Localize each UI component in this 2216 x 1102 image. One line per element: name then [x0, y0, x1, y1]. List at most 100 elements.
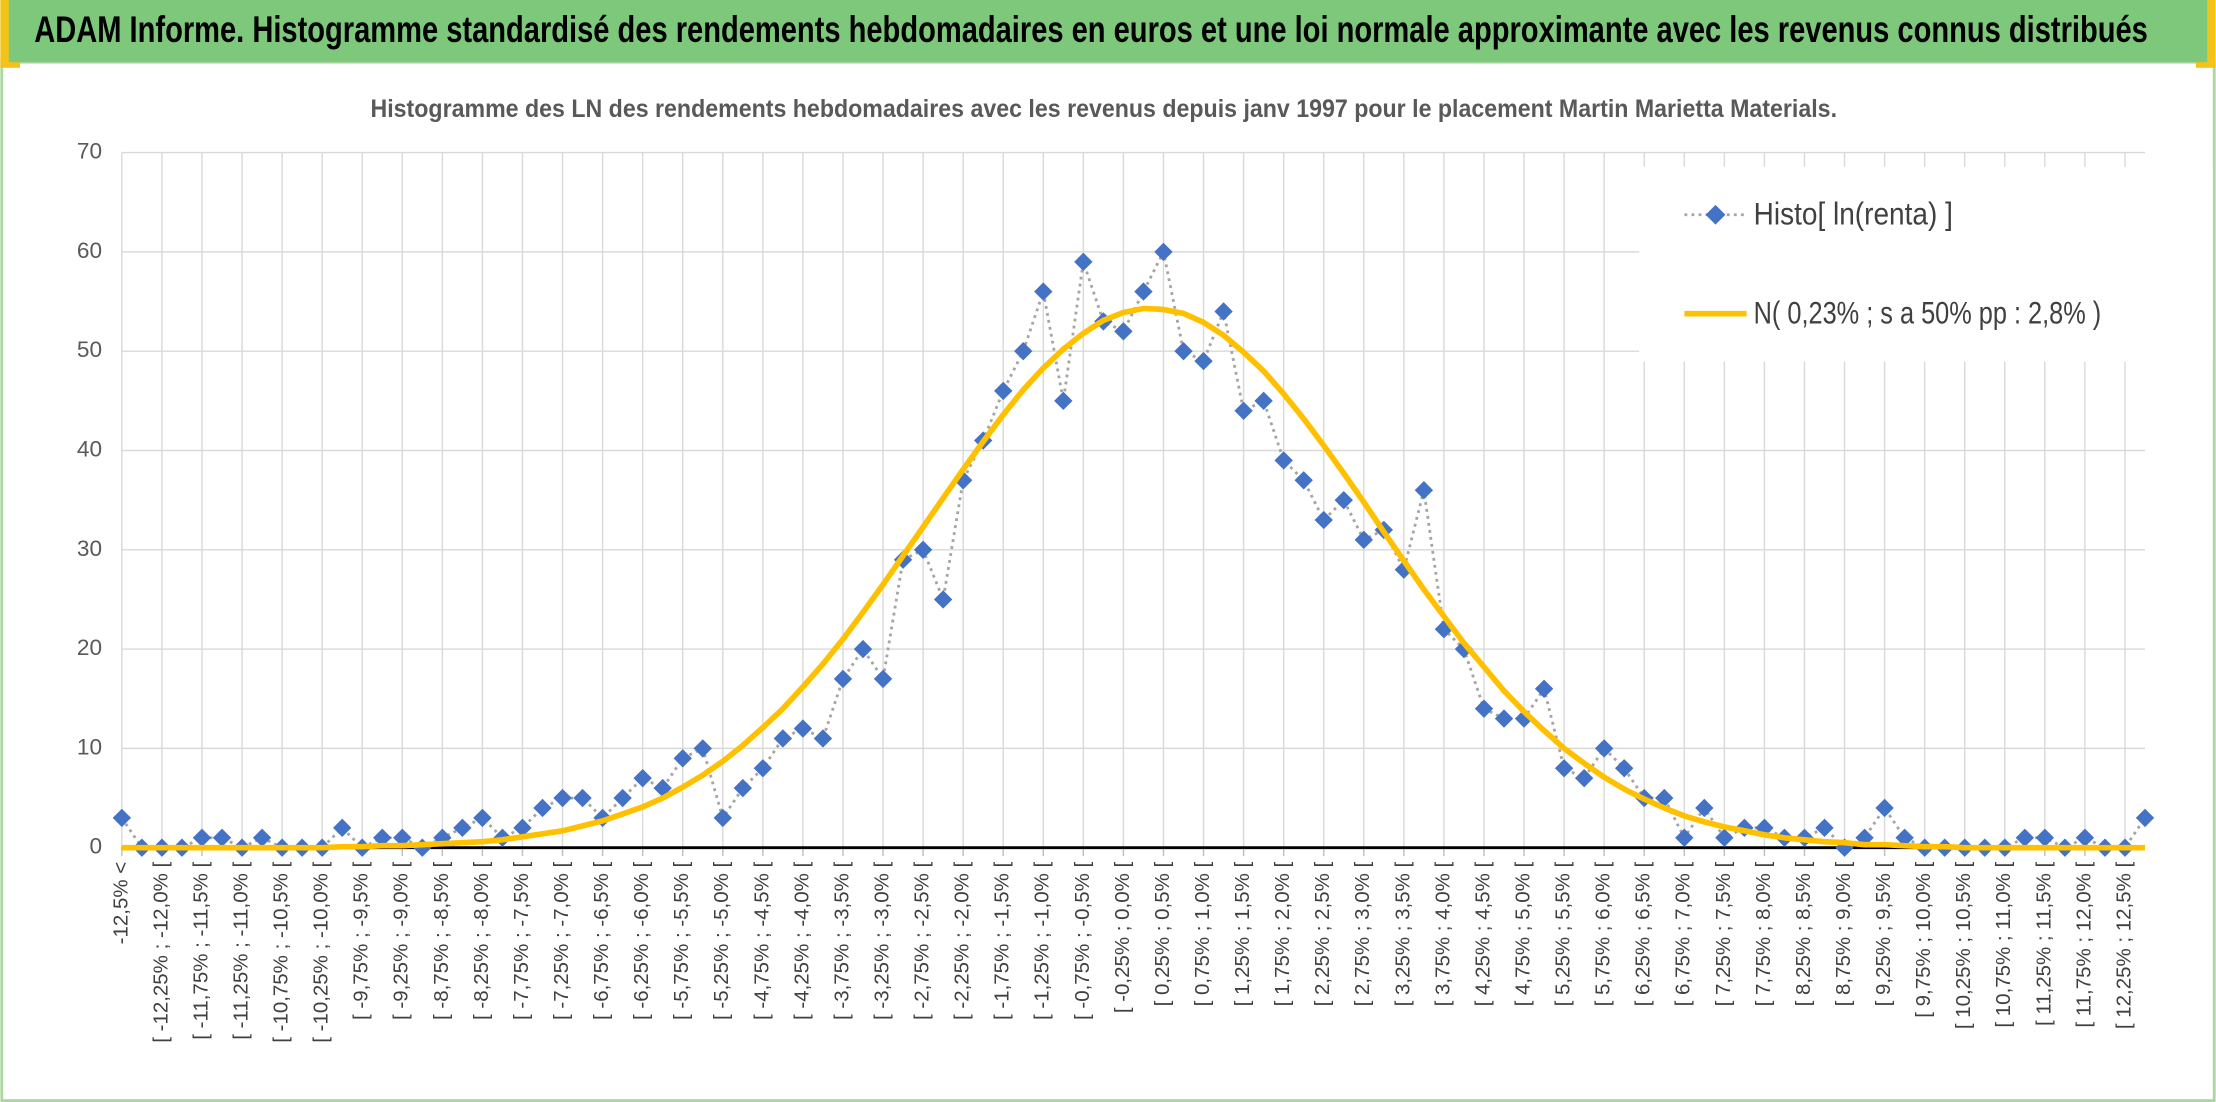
histogram-marker — [933, 590, 953, 609]
x-tick-label: [ -3,25% ; -3,0% [ — [870, 862, 893, 1020]
histogram-marker — [813, 729, 833, 748]
histogram-marker — [1574, 768, 1594, 788]
x-tick-label: [ 3,25% ; 3,5% [ — [1391, 862, 1414, 1007]
x-tick-label: [ -0,25% ; 0,0% [ — [1111, 862, 1134, 1014]
x-tick-label: [ -8,25% ; -8,0% [ — [470, 862, 493, 1020]
histogram-marker — [1875, 798, 1894, 818]
y-tick-label: 10 — [77, 734, 102, 759]
x-tick-label: [ -6,75% ; -6,5% [ — [590, 862, 613, 1020]
histogram-marker — [393, 828, 412, 847]
x-tick-label: [ -11,75% ; -11,5% [ — [189, 862, 212, 1040]
histogram-marker — [513, 818, 532, 838]
histogram-marker — [1615, 759, 1634, 778]
histogram-marker — [533, 798, 552, 818]
histogram-marker — [1234, 401, 1253, 420]
x-tick-label: [ 9,25% ; 9,5% [ — [1872, 862, 1895, 1007]
histogram-marker — [1414, 481, 1434, 500]
y-tick-label: 0 — [89, 834, 102, 859]
histogram-marker — [1054, 391, 1073, 411]
histogram-marker — [1554, 759, 1574, 778]
histogram-marker — [633, 768, 652, 788]
x-tick-label: [ 8,75% ; 9,0% [ — [1832, 862, 1855, 1007]
histogram-marker — [1134, 282, 1153, 301]
histogram-marker — [1034, 282, 1053, 301]
histogram-marker — [713, 808, 732, 828]
histogram-marker — [1214, 302, 1233, 321]
histogram-marker — [1895, 828, 1914, 847]
histogram-marker — [333, 818, 352, 838]
histogram-marker — [1695, 798, 1714, 818]
x-tick-label: [ 2,75% ; 3,0% [ — [1351, 862, 1374, 1007]
histogram-marker — [1194, 351, 1213, 371]
histogram-marker — [994, 381, 1013, 401]
x-tick-label: [ 5,25% ; 5,5% [ — [1552, 862, 1575, 1007]
banner-title: ADAM Informe. Histogramme standardisé de… — [34, 9, 2148, 50]
histogram-marker — [212, 828, 232, 847]
histogram-marker — [1675, 828, 1694, 847]
x-tick-label: [ 6,25% ; 6,5% [ — [1632, 862, 1655, 1007]
x-tick-label: [ 1,75% ; 2,0% [ — [1271, 862, 1294, 1007]
x-tick-label: [ 8,25% ; 8,5% [ — [1792, 862, 1815, 1007]
x-tick-label: [ -2,25% ; -2,0% [ — [951, 862, 974, 1020]
x-tick-label: [ -9,75% ; -9,5% [ — [350, 862, 373, 1020]
histogram-marker — [753, 759, 773, 778]
histogram-marker — [1074, 252, 1093, 271]
y-tick-label: 50 — [77, 337, 102, 362]
histogram-marker — [2035, 828, 2055, 847]
x-tick-label: [ -4,75% ; -4,5% [ — [750, 862, 773, 1020]
histogram-marker — [453, 818, 472, 838]
x-tick-label: [ -1,75% ; -1,5% [ — [991, 862, 1014, 1020]
y-tick-label: 30 — [77, 536, 102, 561]
histogram-marker — [733, 778, 753, 798]
histogram-marker — [1474, 699, 1494, 718]
x-tick-label: [ 2,25% ; 2,5% [ — [1311, 862, 1334, 1007]
legend-label: Histo[ ln(renta) ] — [1754, 196, 1953, 231]
grid: -12,5% < [ -12,25% ; -12,0% [[ -11,75% ; … — [77, 139, 2146, 1043]
histogram-marker — [1354, 530, 1373, 550]
x-tick-label: [ 4,25% ; 4,5% [ — [1471, 862, 1494, 1007]
x-tick-label: [ 9,75% ; 10,0% [ — [1912, 862, 1935, 1018]
histogram-marker — [192, 828, 212, 847]
x-tick-label: -12,5% < — [109, 862, 132, 945]
histogram-marker — [833, 669, 853, 689]
x-tick-label: [ 10,25% ; 10,5% [ — [1952, 862, 1975, 1030]
histogram-marker — [1294, 471, 1313, 490]
x-tick-label: [ 6,75% ; 7,0% [ — [1672, 862, 1695, 1007]
histogram-marker — [1154, 242, 1173, 262]
y-tick-label: 60 — [77, 238, 102, 263]
legend-label: N( 0,23% ; s a 50% pp : 2,8% ) — [1754, 295, 2102, 330]
histogram-marker — [1174, 342, 1193, 361]
histogram-marker — [853, 639, 873, 659]
x-tick-label: [ -11,25% ; -11,0% [ — [229, 862, 252, 1040]
x-tick-label: [ -7,25% ; -7,0% [ — [550, 862, 573, 1020]
histogram-marker — [1534, 679, 1554, 698]
histogram-marker — [1815, 818, 1834, 838]
x-tick-label: [ 7,75% ; 8,0% [ — [1752, 862, 1775, 1007]
x-tick-label: [ 3,75% ; 4,0% [ — [1431, 862, 1454, 1007]
histogram-marker — [1494, 709, 1514, 728]
histogram-marker — [1274, 451, 1293, 470]
histogram-marker — [2075, 828, 2095, 847]
legend-box — [1639, 166, 2213, 362]
x-tick-label: [ 10,75% ; 11,0% [ — [1992, 862, 2015, 1028]
histogram-marker — [573, 788, 592, 808]
chart-title: Histogramme des LN des rendements hebdom… — [371, 95, 1838, 123]
x-tick-label: [ -1,25% ; -1,0% [ — [1031, 862, 1054, 1020]
x-tick-label: [ -10,75% ; -10,5% [ — [270, 862, 293, 1043]
x-tick-label: [ 11,25% ; 11,5% [ — [2032, 862, 2055, 1027]
x-tick-label: [ 11,75% ; 12,0% [ — [2072, 862, 2095, 1028]
x-tick-label: [ -9,25% ; -9,0% [ — [390, 862, 413, 1020]
histogram-marker — [693, 739, 712, 758]
x-tick-label: [ -7,75% ; -7,5% [ — [510, 862, 533, 1020]
x-tick-label: [ -5,25% ; -5,0% [ — [710, 862, 733, 1020]
x-tick-label: [ -0,75% ; -0,5% [ — [1071, 862, 1094, 1020]
histogram-marker — [1594, 739, 1614, 758]
histogram-marker — [1014, 342, 1033, 361]
x-tick-label: [ -3,75% ; -3,5% [ — [830, 862, 853, 1020]
x-tick-label: [ 5,75% ; 6,0% [ — [1592, 862, 1615, 1007]
x-tick-label: [ 7,25% ; 7,5% [ — [1712, 862, 1735, 1007]
x-tick-label: [ -10,25% ; -10,0% [ — [310, 862, 333, 1043]
histogram-marker — [1314, 510, 1333, 530]
histogram-marker — [1655, 788, 1674, 808]
